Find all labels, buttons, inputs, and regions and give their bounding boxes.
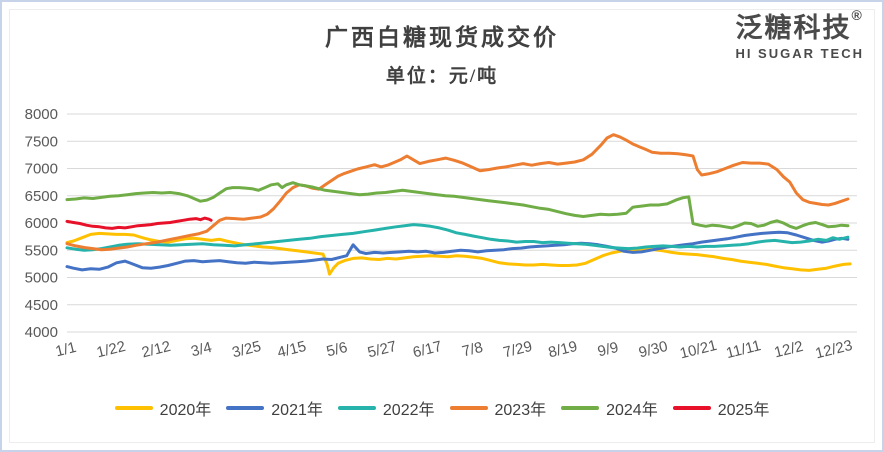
y-tick-label: 5500 (25, 242, 58, 259)
x-tick-label: 9/30 (637, 338, 669, 362)
x-axis-labels: 1/1 1/22 2/12 3/4 3/25 4/15 5/6 5/27 6/17 7/8 7/29… (54, 337, 854, 363)
x-tick-label: 2/12 (140, 338, 172, 362)
registered-trademark-icon: ® (851, 7, 864, 23)
series-line-2020年 (65, 231, 852, 276)
x-tick-label: 9/9 (596, 339, 620, 361)
x-tick-label: 1/22 (95, 338, 127, 362)
legend-label: 2020年 (159, 402, 212, 419)
y-tick-label: 4000 (25, 324, 58, 341)
chart-header: 广西白糖现货成交价 单位：元/吨 (2, 18, 882, 88)
legend-swatch-icon (449, 406, 488, 410)
legend-label: 2024年 (606, 402, 658, 419)
brand-name: 泛糖科技® (735, 7, 864, 43)
x-tick-label: 6/17 (411, 338, 443, 362)
legend-item-2020年[interactable]: 2020年 (114, 396, 212, 420)
x-tick-label: 1/1 (54, 339, 78, 361)
y-tick-label: 6000 (25, 215, 58, 232)
legend-label: 2023年 (494, 402, 547, 419)
x-tick-label: 11/11 (724, 337, 762, 362)
legend-label: 2021年 (271, 402, 323, 419)
x-tick-label: 5/6 (325, 339, 349, 361)
gridlines (67, 113, 857, 333)
legend-item-2022年[interactable]: 2022年 (337, 396, 435, 420)
brand-tagline: HI SUGAR TECH (735, 45, 864, 61)
y-tick-label: 4500 (25, 297, 58, 314)
x-tick-label: 5/27 (366, 338, 398, 362)
x-tick-label: 12/2 (773, 338, 805, 362)
y-tick-label: 7000 (25, 161, 58, 178)
legend-swatch-icon (561, 406, 600, 410)
x-tick-label: 10/21 (678, 337, 719, 363)
x-tick-label: 8/19 (547, 338, 579, 362)
legend-item-2024年[interactable]: 2024年 (561, 396, 658, 420)
y-tick-label: 6500 (25, 188, 58, 205)
legend-label: 2025年 (717, 402, 770, 419)
y-axis-labels: 4000 4500 5000 5500 6000 6500 7000 7500 8000 (25, 106, 58, 341)
x-tick-label: 4/15 (276, 338, 308, 362)
chart-legend: 2020年 2021年 2022年 2023年 2024年 2025年 (2, 396, 882, 420)
y-tick-label: 5000 (25, 270, 58, 287)
x-tick-label: 7/29 (501, 338, 533, 362)
series-line-2025年 (65, 216, 213, 230)
x-tick-label: 12/23 (814, 337, 855, 363)
series-lines (65, 133, 852, 276)
legend-swatch-icon (226, 406, 265, 410)
legend-label: 2022年 (382, 402, 435, 419)
legend-item-2023年[interactable]: 2023年 (449, 396, 547, 420)
legend-item-2025年[interactable]: 2025年 (672, 396, 770, 420)
legend-swatch-icon (672, 406, 711, 410)
x-tick-label: 3/25 (230, 338, 262, 362)
series-line-2024年 (65, 181, 850, 230)
series-line-2021年 (65, 230, 850, 272)
y-tick-label: 7500 (25, 133, 58, 150)
legend-swatch-icon (337, 406, 376, 410)
unit-label: 单位：元/吨 (385, 66, 499, 87)
series-line-2023年 (65, 133, 850, 252)
x-tick-label: 7/8 (460, 339, 484, 361)
y-tick-label: 8000 (25, 106, 58, 123)
legend-item-2021年[interactable]: 2021年 (226, 396, 323, 420)
page-title: 广西白糖现货成交价 (325, 25, 559, 50)
x-tick-label: 3/4 (189, 339, 213, 361)
legend-swatch-icon (114, 406, 153, 410)
series-line-2022年 (65, 223, 850, 252)
brand-logo: 泛糖科技® HI SUGAR TECH (735, 7, 864, 61)
